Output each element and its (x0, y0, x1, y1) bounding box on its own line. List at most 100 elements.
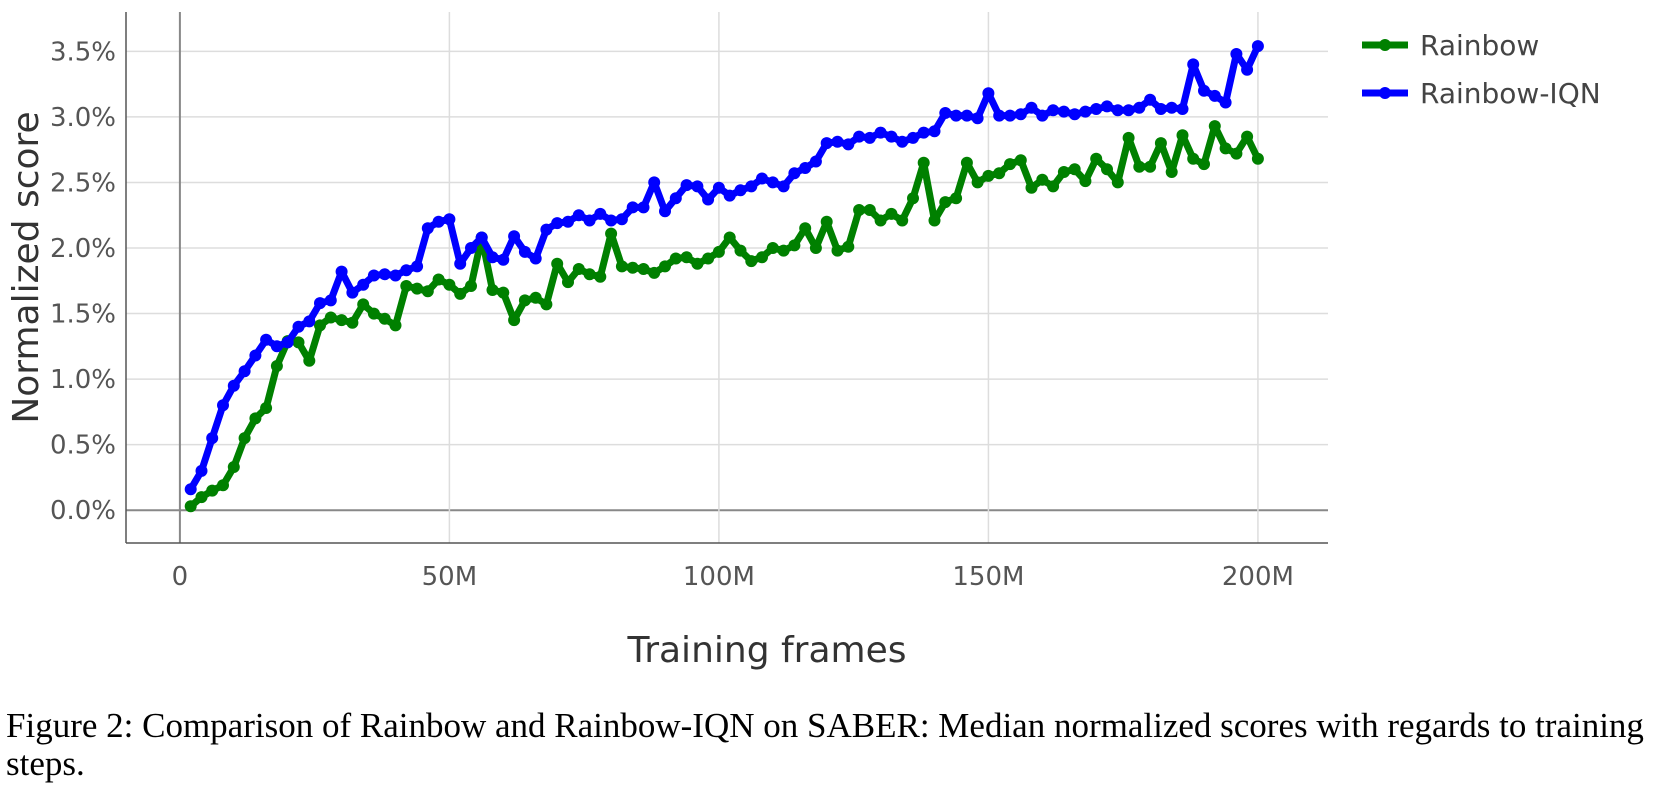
data-point (1251, 152, 1264, 165)
data-point (928, 214, 941, 227)
data-point (583, 214, 596, 227)
y-tick-label: 1.0% (50, 365, 116, 395)
data-point (421, 285, 434, 298)
data-point (1036, 109, 1049, 122)
data-point (896, 135, 909, 148)
data-point (314, 319, 326, 332)
data-point (551, 217, 564, 230)
y-tick-label: 3.5% (50, 37, 116, 67)
data-point (626, 261, 639, 274)
data-point (443, 278, 456, 291)
data-point (486, 251, 499, 264)
data-point (1165, 101, 1178, 114)
data-point (669, 252, 682, 265)
data-point (562, 215, 574, 228)
data-point (572, 263, 585, 275)
data-point (1230, 48, 1243, 60)
gridlines (126, 12, 1328, 543)
x-tick-label: 50M (422, 562, 478, 592)
axes (125, 12, 1328, 544)
data-point (292, 336, 305, 349)
legend-item: Rainbow (1362, 29, 1539, 62)
data-point (766, 242, 779, 254)
y-tick-label: 1.5% (50, 300, 116, 330)
data-point (454, 257, 467, 270)
data-point (357, 278, 370, 291)
data-point (605, 214, 618, 227)
data-point (648, 266, 661, 279)
data-point (788, 167, 801, 180)
legend-item: Rainbow-IQN (1362, 77, 1601, 110)
data-point (799, 162, 812, 174)
data-point (486, 284, 499, 296)
data-point (260, 333, 273, 346)
data-point (1079, 175, 1092, 188)
y-axis-title: Normalized score (6, 111, 47, 423)
data-point (551, 257, 564, 270)
data-point (1198, 84, 1210, 97)
data-point (572, 209, 585, 222)
data-point (184, 483, 197, 496)
y-tick-label: 0.0% (50, 496, 116, 526)
data-point (809, 242, 822, 254)
x-tick-label: 200M (1222, 562, 1294, 592)
data-point (734, 244, 747, 257)
data-point (1133, 160, 1146, 173)
data-point (896, 214, 909, 227)
data-point (885, 130, 898, 143)
data-point (853, 204, 866, 216)
data-point (1154, 137, 1167, 150)
data-point (1241, 63, 1254, 76)
x-tick-label: 100M (683, 562, 755, 592)
data-point (270, 340, 283, 353)
data-point (1144, 93, 1157, 106)
data-point (432, 273, 445, 286)
data-point (389, 269, 402, 282)
data-point (1111, 176, 1124, 189)
data-point (960, 156, 973, 169)
data-point (831, 244, 844, 257)
data-point (1036, 173, 1049, 186)
data-point (1057, 166, 1070, 178)
data-point (1079, 105, 1092, 118)
data-point (734, 184, 747, 197)
data-point (659, 260, 671, 273)
legend-label: Rainbow (1420, 29, 1539, 62)
data-point (529, 252, 542, 265)
data-point (292, 320, 305, 333)
data-point (637, 201, 650, 214)
legend-label: Rainbow-IQN (1420, 77, 1601, 110)
data-point (723, 189, 736, 202)
data-point (529, 291, 542, 304)
data-point (950, 109, 963, 122)
data-point (1208, 89, 1221, 102)
data-point (820, 137, 833, 150)
data-point (465, 242, 477, 254)
data-point (1176, 129, 1189, 142)
data-point (712, 181, 725, 194)
x-tick-label: 0 (172, 562, 189, 592)
data-point (691, 180, 704, 193)
data-point (378, 268, 391, 281)
data-point (982, 87, 995, 100)
data-point (1122, 131, 1135, 144)
data-point (314, 297, 326, 310)
data-point (680, 251, 693, 264)
figure-caption: Figure 2: Comparison of Rainbow and Rain… (6, 706, 1644, 783)
data-point (637, 263, 650, 275)
data-point (411, 282, 424, 295)
data-point (1025, 181, 1038, 194)
data-point (863, 131, 876, 144)
series-group (184, 40, 1264, 513)
data-point (939, 107, 952, 119)
legend-swatch-marker (1379, 87, 1391, 99)
data-point (357, 298, 370, 311)
data-point (400, 264, 413, 277)
data-point (1187, 58, 1200, 71)
data-point (260, 402, 273, 414)
data-point (1068, 108, 1081, 121)
legend-swatch-marker (1379, 39, 1391, 51)
data-point (993, 167, 1006, 180)
data-point (227, 461, 240, 473)
data-point (195, 464, 208, 477)
